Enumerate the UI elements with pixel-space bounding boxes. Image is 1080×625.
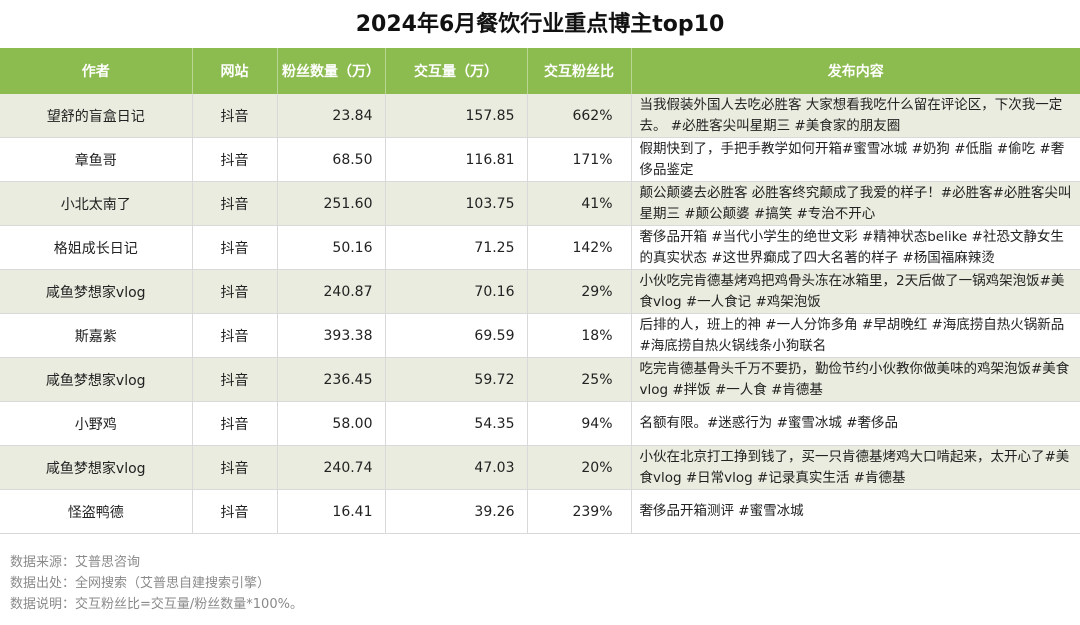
- cell-ratio: 94%: [527, 401, 632, 446]
- cell-followers: 393.38: [277, 313, 386, 358]
- cell-interactions: 39.26: [385, 489, 528, 534]
- cell-site: 抖音: [192, 181, 278, 226]
- cell-site: 抖音: [192, 313, 278, 358]
- cell-interactions: 103.75: [385, 181, 528, 226]
- table-row: 章鱼哥 抖音 68.50 116.81 171% 假期快到了，手把手教学如何开箱#蜜雪冰城…: [0, 137, 1080, 182]
- cell-content: 后排的人，班上的神 #一人分饰多角 #早胡晚红 #海底捞自热火锅新品 #海底捞自…: [631, 313, 1080, 358]
- table-row: 小野鸡 抖音 58.00 54.35 94% 名额有限。#迷惑行为 #蜜雪冰城 #奢侈品: [0, 401, 1080, 446]
- column-header-author: 作者: [0, 48, 193, 94]
- cell-followers: 240.74: [277, 445, 386, 490]
- cell-ratio: 171%: [527, 137, 632, 182]
- cell-content: 名额有限。#迷惑行为 #蜜雪冰城 #奢侈品: [631, 401, 1080, 446]
- cell-interactions: 71.25: [385, 225, 528, 270]
- column-header-site: 网站: [192, 48, 278, 94]
- cell-author: 咸鱼梦想家vlog: [0, 445, 193, 490]
- cell-content: 奢侈品开箱测评 #蜜雪冰城: [631, 489, 1080, 534]
- column-header-content: 发布内容: [631, 48, 1080, 94]
- cell-site: 抖音: [192, 489, 278, 534]
- cell-interactions: 59.72: [385, 357, 528, 402]
- footer-note: 数据说明：交互粉丝比=交互量/粉丝数量*100%。: [10, 597, 303, 612]
- cell-ratio: 662%: [527, 94, 632, 138]
- cell-author: 章鱼哥: [0, 137, 193, 182]
- page-title: 2024年6月餐饮行业重点博主top10: [355, 12, 725, 37]
- cell-ratio: 29%: [527, 269, 632, 314]
- cell-ratio: 142%: [527, 225, 632, 270]
- cell-ratio: 41%: [527, 181, 632, 226]
- cell-ratio: 18%: [527, 313, 632, 358]
- table-row: 咸鱼梦想家vlog 抖音 240.87 70.16 29% 小伙吃完肯德基烤鸡把鸡骨头冻在…: [0, 269, 1080, 314]
- cell-interactions: 70.16: [385, 269, 528, 314]
- cell-author: 小野鸡: [0, 401, 193, 446]
- cell-author: 斯嘉紫: [0, 313, 193, 358]
- cell-interactions: 157.85: [385, 94, 528, 138]
- cell-site: 抖音: [192, 445, 278, 490]
- cell-ratio: 20%: [527, 445, 632, 490]
- cell-site: 抖音: [192, 94, 278, 138]
- cell-followers: 251.60: [277, 181, 386, 226]
- cell-followers: 23.84: [277, 94, 386, 138]
- table-header-row: 作者 网站 粉丝数量（万） 交互量（万） 交互粉丝比 发布内容: [0, 48, 1080, 94]
- footer-notes: 数据来源：艾普思咨询 数据出处：全网搜索（艾普思自建搜索引擎） 数据说明：交互粉…: [10, 552, 303, 615]
- column-header-ratio: 交互粉丝比: [527, 48, 632, 94]
- cell-followers: 58.00: [277, 401, 386, 446]
- cell-site: 抖音: [192, 137, 278, 182]
- column-header-followers: 粉丝数量（万）: [277, 48, 386, 94]
- bloggers-table: 作者 网站 粉丝数量（万） 交互量（万） 交互粉丝比 发布内容 望舒的盲盒日记抖…: [0, 48, 1080, 534]
- cell-interactions: 54.35: [385, 401, 528, 446]
- cell-ratio: 239%: [527, 489, 632, 534]
- cell-site: 抖音: [192, 225, 278, 270]
- table-row: 格姐成长日记 抖音 50.16 71.25 142% 奢侈品开箱 #当代小学生的绝世文彩 …: [0, 225, 1080, 270]
- cell-interactions: 47.03: [385, 445, 528, 490]
- cell-content: 小伙在北京打工挣到钱了，买一只肯德基烤鸡大口啃起来，太开心了#美食vlog #日…: [631, 445, 1080, 490]
- cell-followers: 236.45: [277, 357, 386, 402]
- table-row: 小北太南了 抖音 251.60 103.75 41% 颠公颠婆去必胜客 必胜客终究颠成了我…: [0, 181, 1080, 226]
- cell-interactions: 116.81: [385, 137, 528, 182]
- cell-site: 抖音: [192, 357, 278, 402]
- cell-followers: 68.50: [277, 137, 386, 182]
- table-row: 斯嘉紫 抖音 393.38 69.59 18% 后排的人，班上的神 #一人分饰多角 #早胡…: [0, 313, 1080, 358]
- cell-author: 望舒的盲盒日记: [0, 94, 193, 138]
- cell-followers: 50.16: [277, 225, 386, 270]
- column-header-interactions: 交互量（万）: [385, 48, 528, 94]
- footer-source: 数据来源：艾普思咨询: [10, 555, 141, 570]
- cell-content: 奢侈品开箱 #当代小学生的绝世文彩 #精神状态belike #社恐文静女生的真实…: [631, 225, 1080, 270]
- cell-ratio: 25%: [527, 357, 632, 402]
- cell-content: 小伙吃完肯德基烤鸡把鸡骨头冻在冰箱里，2天后做了一锅鸡架泡饭#美食vlog #一…: [631, 269, 1080, 314]
- cell-author: 格姐成长日记: [0, 225, 193, 270]
- table-row: 望舒的盲盒日记 抖音 23.84 157.85 662% 当我假装外国人去吃必胜客 大家想…: [0, 94, 1080, 138]
- cell-author: 怪盗鸭德: [0, 489, 193, 534]
- cell-site: 抖音: [192, 401, 278, 446]
- cell-followers: 16.41: [277, 489, 386, 534]
- cell-author: 咸鱼梦想家vlog: [0, 269, 193, 314]
- cell-content: 吃完肯德基骨头千万不要扔，勤俭节约小伙教你做美味的鸡架泡饭#美食vlog #拌饭…: [631, 357, 1080, 402]
- table-row: 咸鱼梦想家vlog 抖音 236.45 59.72 25% 吃完肯德基骨头千万不要扔，勤俭…: [0, 357, 1080, 402]
- table-row: 怪盗鸭德 抖音 16.41 39.26 239% 奢侈品开箱测评 #蜜雪冰城: [0, 489, 1080, 534]
- cell-content: 假期快到了，手把手教学如何开箱#蜜雪冰城 #奶狗 #低脂 #偷吃 #奢侈品鉴定: [631, 137, 1080, 182]
- cell-site: 抖音: [192, 269, 278, 314]
- table-row: 咸鱼梦想家vlog 抖音 240.74 47.03 20% 小伙在北京打工挣到钱了，买一只…: [0, 445, 1080, 490]
- cell-followers: 240.87: [277, 269, 386, 314]
- cell-interactions: 69.59: [385, 313, 528, 358]
- cell-content: 当我假装外国人去吃必胜客 大家想看我吃什么留在评论区，下次我一定去。 #必胜客尖…: [631, 94, 1080, 138]
- cell-author: 咸鱼梦想家vlog: [0, 357, 193, 402]
- cell-content: 颠公颠婆去必胜客 必胜客终究颠成了我爱的样子！#必胜客#必胜客尖叫星期三 #颠公…: [631, 181, 1080, 226]
- cell-author: 小北太南了: [0, 181, 193, 226]
- footer-origin: 数据出处：全网搜索（艾普思自建搜索引擎）: [10, 576, 271, 591]
